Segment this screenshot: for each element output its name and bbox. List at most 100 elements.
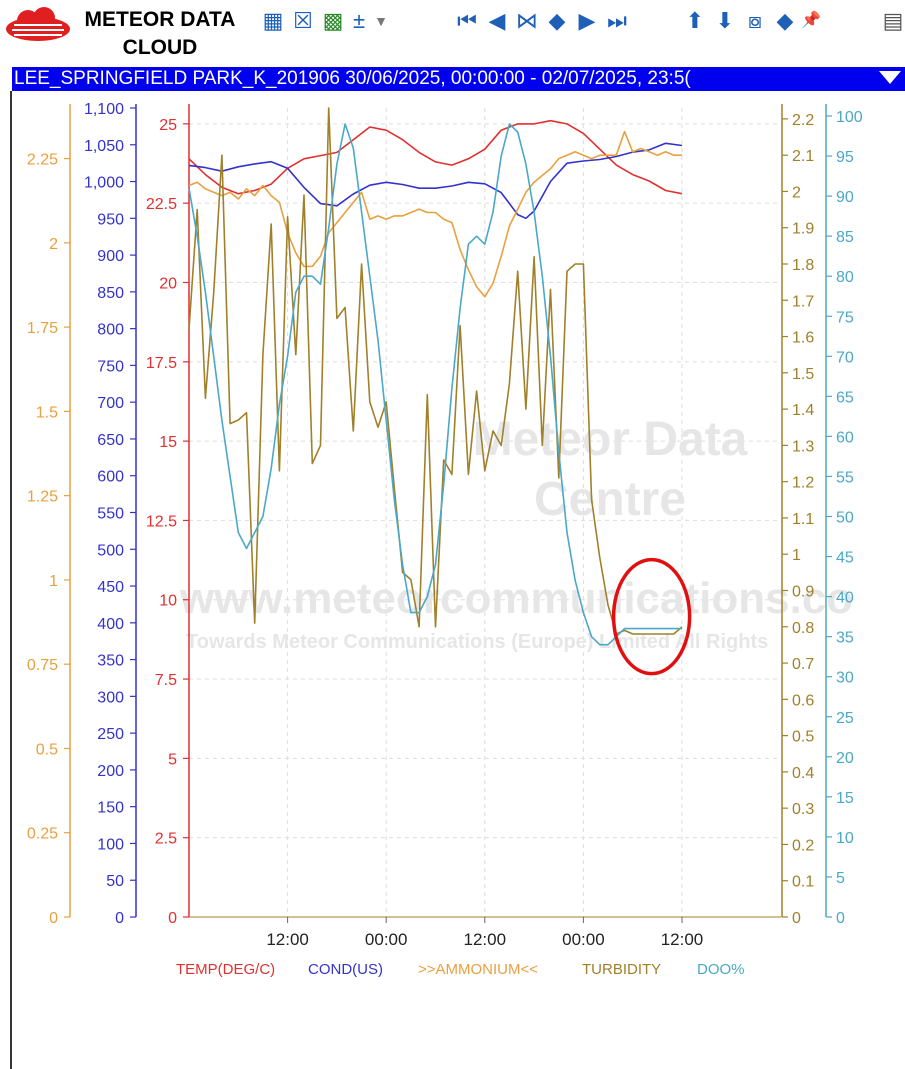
tick-label-doo: 10 bbox=[836, 830, 854, 847]
legend-turbidity-label: TURBIDITY bbox=[582, 961, 662, 978]
toolbar-group-zoom: ⬆ ⬇ ⧇ ◆ 📌 bbox=[680, 6, 822, 36]
tick-label-turbidity: 0.5 bbox=[792, 729, 814, 746]
window-title: LEE_SPRINGFIELD PARK_K_201906 30/06/2025… bbox=[14, 68, 691, 89]
app-logo-text: METEOR DATA CLOUD bbox=[74, 6, 246, 62]
tick-label-temp: 15 bbox=[159, 434, 177, 451]
pin-icon[interactable]: 📌 bbox=[801, 12, 821, 29]
watermark-line-4: Towards Meteor Communications (Europe) L… bbox=[186, 631, 768, 653]
skip-last-icon[interactable]: ⏭ bbox=[607, 8, 627, 33]
tick-label-turbidity: 2.2 bbox=[792, 112, 814, 129]
watermark-line-3: www.meteorcommunications.co bbox=[179, 574, 853, 623]
tick-label-doo: 20 bbox=[836, 750, 854, 767]
tick-label-temp: 7.5 bbox=[155, 672, 177, 689]
tick-label-cond: 850 bbox=[97, 285, 124, 302]
zoom-vertical-icon[interactable]: ⧇ bbox=[748, 8, 762, 33]
x-tick-label: 12:00 bbox=[661, 930, 704, 949]
cross-icon[interactable]: ☒ bbox=[293, 8, 313, 33]
tick-label-ammonium: 0.75 bbox=[27, 657, 58, 674]
tick-label-ammonium: 1.75 bbox=[27, 320, 58, 337]
x-tick-label: 12:00 bbox=[464, 930, 507, 949]
tick-label-ammonium: 2 bbox=[49, 236, 58, 253]
toolbar-group-navigation: ⏮ ◀ ⋈ ◆ ▶ ⏭ bbox=[452, 6, 632, 36]
tick-label-turbidity: 1.2 bbox=[792, 475, 814, 492]
series-line-2 bbox=[188, 130, 682, 298]
chart-title-bar[interactable]: LEE_SPRINGFIELD PARK_K_201906 30/06/2025… bbox=[12, 67, 905, 91]
tick-label-turbidity: 1.4 bbox=[792, 402, 814, 419]
tick-label-cond: 1,100 bbox=[84, 101, 124, 118]
legend-turbidity[interactable]: TURBIDITY bbox=[582, 961, 661, 981]
tick-label-temp: 0 bbox=[168, 910, 177, 927]
tick-label-cond: 400 bbox=[97, 616, 124, 633]
legend-cond-label: COND(US) bbox=[308, 961, 383, 978]
step-forward-icon[interactable]: ▶ bbox=[578, 8, 596, 33]
tick-label-temp: 12.5 bbox=[146, 513, 177, 530]
tick-label-cond: 1,000 bbox=[84, 175, 124, 192]
legend-temp[interactable]: TEMP(DEG/C) bbox=[176, 961, 275, 981]
tick-label-cond: 550 bbox=[97, 506, 124, 523]
expand-icon[interactable]: ◆ bbox=[548, 8, 566, 33]
tick-label-temp: 22.5 bbox=[146, 196, 177, 213]
tick-label-turbidity: 2 bbox=[792, 184, 801, 201]
tick-label-turbidity: 1.8 bbox=[792, 257, 814, 274]
tick-label-turbidity: 1.6 bbox=[792, 330, 814, 347]
tick-label-turbidity: 1 bbox=[792, 547, 801, 564]
arrow-up-icon[interactable]: ⬆ bbox=[685, 8, 705, 33]
tick-label-temp: 5 bbox=[168, 751, 177, 768]
tick-label-cond: 900 bbox=[97, 248, 124, 265]
tick-label-ammonium: 0.5 bbox=[36, 741, 58, 758]
window-icon[interactable]: ▤ bbox=[882, 8, 904, 33]
tick-label-cond: 950 bbox=[97, 211, 124, 228]
legend-cond[interactable]: COND(US) bbox=[308, 961, 383, 981]
logo-line-2: CLOUD bbox=[122, 36, 198, 59]
tick-label-doo: 35 bbox=[836, 630, 854, 647]
tick-label-cond: 200 bbox=[97, 763, 124, 780]
x-tick-label: 12:00 bbox=[266, 930, 309, 949]
arrow-down-icon[interactable]: ⬇ bbox=[715, 8, 735, 33]
grid-icon[interactable]: ▦ bbox=[262, 8, 284, 33]
logo-line-1: METEOR DATA bbox=[84, 8, 236, 31]
tick-label-cond: 250 bbox=[97, 726, 124, 743]
tick-label-turbidity: 1.1 bbox=[792, 511, 814, 528]
tick-label-cond: 450 bbox=[97, 579, 124, 596]
folder-icon[interactable]: ▩ bbox=[322, 8, 344, 33]
tick-label-temp: 17.5 bbox=[146, 355, 177, 372]
legend-ammonium[interactable]: >>AMMONIUM<< bbox=[418, 961, 538, 981]
tick-label-turbidity: 2.1 bbox=[792, 148, 814, 165]
tick-label-doo: 90 bbox=[836, 189, 854, 206]
tick-label-doo: 25 bbox=[836, 710, 854, 727]
tick-label-doo: 50 bbox=[836, 510, 854, 527]
step-back-icon[interactable]: ◀ bbox=[488, 8, 506, 33]
dropdown-icon[interactable]: ▼ bbox=[374, 13, 388, 29]
tick-label-doo: 75 bbox=[836, 309, 854, 326]
tick-label-turbidity: 0 bbox=[792, 910, 801, 927]
tick-label-doo: 60 bbox=[836, 429, 854, 446]
series-line-3 bbox=[188, 107, 683, 635]
tick-label-cond: 1,050 bbox=[84, 138, 124, 155]
legend-doo[interactable]: DOO% bbox=[697, 961, 745, 981]
tick-label-cond: 150 bbox=[97, 800, 124, 817]
tick-label-cond: 0 bbox=[115, 910, 124, 927]
tick-label-cond: 300 bbox=[97, 689, 124, 706]
series-line-1 bbox=[188, 142, 683, 220]
collapse-icon[interactable]: ⋈ bbox=[516, 8, 538, 33]
tick-label-turbidity: 0.9 bbox=[792, 583, 814, 600]
tick-label-turbidity: 0.2 bbox=[792, 837, 814, 854]
tick-label-ammonium: 1.5 bbox=[36, 404, 58, 421]
diamond-icon[interactable]: ◆ bbox=[776, 8, 794, 33]
tick-label-doo: 85 bbox=[836, 229, 854, 246]
tick-label-turbidity: 1.5 bbox=[792, 366, 814, 383]
tick-label-turbidity: 1.3 bbox=[792, 438, 814, 455]
tick-label-doo: 100 bbox=[836, 109, 863, 126]
tick-label-temp: 25 bbox=[159, 117, 177, 134]
tick-label-cond: 600 bbox=[97, 469, 124, 486]
tick-label-cond: 750 bbox=[97, 358, 124, 375]
plus-minus-icon[interactable]: ± bbox=[352, 8, 366, 33]
tick-label-cond: 800 bbox=[97, 322, 124, 339]
tick-label-temp: 20 bbox=[159, 275, 177, 292]
tick-label-turbidity: 0.7 bbox=[792, 656, 814, 673]
skip-first-icon[interactable]: ⏮ bbox=[457, 8, 477, 33]
tick-label-cond: 50 bbox=[106, 873, 124, 890]
chevron-down-icon[interactable] bbox=[879, 71, 901, 84]
tick-label-turbidity: 0.4 bbox=[792, 765, 814, 782]
watermark-line-1: Meteor Data bbox=[473, 413, 748, 466]
